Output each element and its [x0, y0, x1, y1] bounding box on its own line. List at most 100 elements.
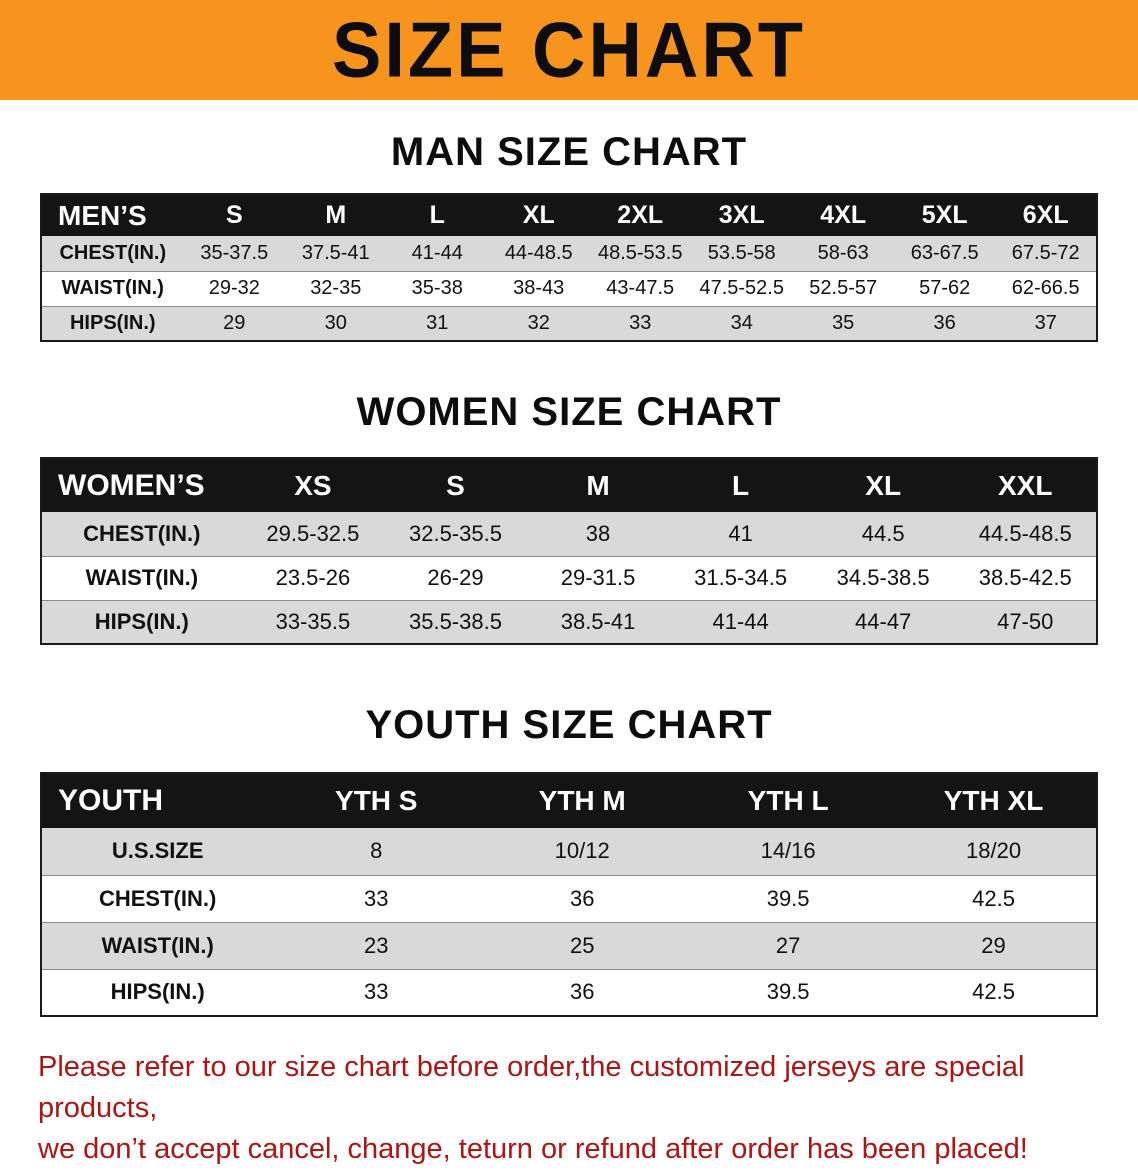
value-cell: 36 — [479, 875, 686, 923]
size-header-cell: 5XL — [893, 194, 996, 236]
size-header-cell: S — [183, 194, 286, 236]
value-cell: 33-35.5 — [241, 600, 385, 645]
value-cell: 31.5-34.5 — [669, 556, 812, 601]
row-label-cell: WAIST(IN.) — [41, 556, 242, 601]
value-cell: 41-44 — [669, 600, 812, 645]
value-cell: 67.5-72 — [995, 236, 1097, 272]
table-title-cell: MEN’S — [41, 194, 184, 236]
value-cell: 48.5-53.5 — [589, 236, 691, 272]
value-cell: 25 — [479, 922, 686, 970]
table-title-cell: WOMEN’S — [41, 458, 242, 512]
size-header-cell: YTH S — [273, 773, 480, 828]
value-cell: 33 — [273, 969, 480, 1017]
size-header-cell: S — [384, 458, 527, 512]
value-cell: 36 — [893, 306, 996, 342]
table-row: WAIST(IN.) 23 25 27 29 — [41, 922, 1097, 970]
value-cell: 37 — [995, 306, 1097, 342]
table-header-row: YOUTH YTH S YTH M YTH L YTH XL — [41, 773, 1097, 828]
value-cell: 8 — [273, 828, 480, 876]
value-cell: 63-67.5 — [893, 236, 996, 272]
value-cell: 47.5-52.5 — [690, 271, 793, 307]
value-cell: 29 — [183, 306, 286, 342]
footer-note: Please refer to our size chart before or… — [38, 1047, 1100, 1171]
table-row: CHEST(IN.) 29.5-32.5 32.5-35.5 38 41 44.5 44.5… — [41, 512, 1097, 557]
table-row: WAIST(IN.) 23.5-26 26-29 29-31.5 31.5-34.5 34… — [41, 556, 1097, 601]
size-header-cell: 2XL — [589, 194, 691, 236]
row-label-cell: HIPS(IN.) — [41, 600, 242, 645]
section-women: WOMEN SIZE CHART WOMEN’S XS S M L XL XXL CHEST(… — [0, 390, 1138, 645]
section-title-women: WOMEN SIZE CHART — [356, 390, 782, 434]
value-cell: 41-44 — [386, 236, 488, 272]
value-cell: 38 — [526, 512, 670, 557]
size-table-women: WOMEN’S XS S M L XL XXL CHEST(IN.) 29.5-32.5 32.5… — [40, 457, 1098, 645]
size-header-cell: XS — [241, 458, 385, 512]
value-cell: 44.5-48.5 — [954, 512, 1097, 557]
value-cell: 14/16 — [685, 828, 892, 876]
value-cell: 26-29 — [384, 556, 527, 601]
row-label-cell: HIPS(IN.) — [41, 969, 274, 1017]
value-cell: 52.5-57 — [792, 271, 894, 307]
value-cell: 23.5-26 — [241, 556, 385, 601]
value-cell: 41 — [669, 512, 812, 557]
row-label-cell: WAIST(IN.) — [41, 271, 184, 307]
table-title-cell: YOUTH — [41, 773, 274, 828]
value-cell: 39.5 — [685, 875, 892, 923]
banner: SIZE CHART — [0, 0, 1138, 100]
row-label-cell: CHEST(IN.) — [41, 875, 274, 923]
value-cell: 32-35 — [285, 271, 387, 307]
table-row: WAIST(IN.) 29-32 32-35 35-38 38-43 43-47.5 47.… — [41, 271, 1097, 307]
value-cell: 29-32 — [183, 271, 286, 307]
size-header-cell: L — [386, 194, 488, 236]
table-header-row: WOMEN’S XS S M L XL XXL — [41, 458, 1097, 512]
footer-line-1: Please refer to our size chart before or… — [38, 1051, 1025, 1125]
value-cell: 23 — [273, 922, 480, 970]
value-cell: 38-43 — [488, 271, 590, 307]
section-title-men: MAN SIZE CHART — [390, 130, 748, 174]
size-header-cell: 6XL — [995, 194, 1097, 236]
banner-title: SIZE CHART — [332, 5, 806, 94]
size-header-cell: XL — [488, 194, 590, 236]
value-cell: 10/12 — [479, 828, 686, 876]
value-cell: 35-38 — [386, 271, 488, 307]
value-cell: 37.5-41 — [285, 236, 387, 272]
value-cell: 35-37.5 — [183, 236, 286, 272]
value-cell: 18/20 — [891, 828, 1097, 876]
value-cell: 34 — [690, 306, 793, 342]
value-cell: 57-62 — [893, 271, 996, 307]
size-header-cell: 4XL — [792, 194, 894, 236]
value-cell: 35.5-38.5 — [384, 600, 527, 645]
value-cell: 44-47 — [811, 600, 955, 645]
row-label-cell: U.S.SIZE — [41, 828, 274, 876]
value-cell: 43-47.5 — [589, 271, 691, 307]
table-row: CHEST(IN.) 33 36 39.5 42.5 — [41, 875, 1097, 923]
row-label-cell: CHEST(IN.) — [41, 236, 184, 272]
section-men: MAN SIZE CHART MEN’S S M L XL 2XL 3XL 4XL 5XL 6XL… — [0, 130, 1138, 342]
value-cell: 35 — [792, 306, 894, 342]
table-row: HIPS(IN.) 33 36 39.5 42.5 — [41, 969, 1097, 1017]
value-cell: 32 — [488, 306, 590, 342]
row-label-cell: HIPS(IN.) — [41, 306, 184, 342]
value-cell: 36 — [479, 969, 686, 1017]
value-cell: 27 — [685, 922, 892, 970]
value-cell: 30 — [285, 306, 387, 342]
value-cell: 47-50 — [954, 600, 1097, 645]
value-cell: 32.5-35.5 — [384, 512, 527, 557]
value-cell: 31 — [386, 306, 488, 342]
value-cell: 34.5-38.5 — [811, 556, 955, 601]
value-cell: 29 — [891, 922, 1097, 970]
value-cell: 33 — [273, 875, 480, 923]
table-row: U.S.SIZE 8 10/12 14/16 18/20 — [41, 828, 1097, 876]
value-cell: 38.5-42.5 — [954, 556, 1097, 601]
value-cell: 58-63 — [792, 236, 894, 272]
value-cell: 42.5 — [891, 875, 1097, 923]
value-cell: 33 — [589, 306, 691, 342]
table-row: CHEST(IN.) 35-37.5 37.5-41 41-44 44-48.5 48.5… — [41, 236, 1097, 272]
size-header-cell: L — [669, 458, 812, 512]
row-label-cell: WAIST(IN.) — [41, 922, 274, 970]
value-cell: 53.5-58 — [690, 236, 793, 272]
footer-line-2: we don’t accept cancel, change, teturn o… — [38, 1133, 1028, 1166]
size-header-cell: 3XL — [690, 194, 793, 236]
size-table-youth: YOUTH YTH S YTH M YTH L YTH XL U.S.SIZE 8 10/12… — [40, 772, 1098, 1017]
value-cell: 29.5-32.5 — [241, 512, 385, 557]
section-youth: YOUTH SIZE CHART YOUTH YTH S YTH M YTH L YTH… — [0, 703, 1138, 1017]
